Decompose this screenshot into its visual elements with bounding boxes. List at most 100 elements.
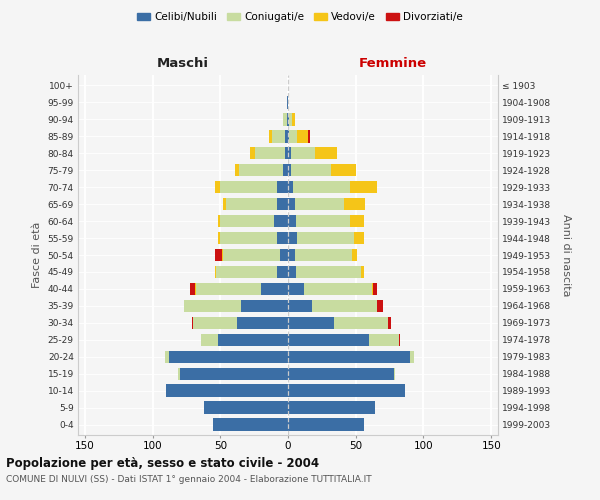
Bar: [220, 180, 277, 194]
Bar: [179, 368, 288, 380]
Bar: [288, 164, 291, 176]
Bar: [184, 300, 241, 312]
Bar: [350, 214, 364, 228]
Bar: [288, 266, 296, 278]
Bar: [288, 384, 404, 397]
Bar: [269, 130, 272, 142]
Bar: [192, 316, 193, 330]
Bar: [190, 282, 194, 296]
Bar: [372, 282, 373, 296]
Bar: [295, 248, 352, 262]
Bar: [178, 368, 179, 380]
Bar: [223, 198, 226, 210]
Bar: [285, 146, 288, 160]
Bar: [293, 180, 350, 194]
Bar: [288, 282, 304, 296]
Bar: [169, 350, 288, 364]
Bar: [239, 164, 283, 176]
Bar: [194, 282, 196, 296]
Bar: [256, 146, 285, 160]
Text: Popolazione per età, sesso e stato civile - 2004: Popolazione per età, sesso e stato civil…: [6, 458, 319, 470]
Bar: [291, 164, 331, 176]
Bar: [350, 180, 377, 194]
Bar: [165, 350, 169, 364]
Bar: [296, 266, 361, 278]
Bar: [218, 232, 220, 244]
Bar: [289, 113, 292, 126]
Bar: [277, 232, 288, 244]
Bar: [355, 232, 364, 244]
Bar: [214, 418, 288, 431]
Bar: [292, 113, 295, 126]
Bar: [352, 248, 357, 262]
Bar: [221, 248, 223, 262]
Bar: [334, 316, 388, 330]
Text: COMUNE DI NULVI (SS) - Dati ISTAT 1° gennaio 2004 - Elaborazione TUTTITALIA.IT: COMUNE DI NULVI (SS) - Dati ISTAT 1° gen…: [6, 475, 371, 484]
Bar: [288, 146, 291, 160]
Bar: [377, 300, 383, 312]
Bar: [369, 334, 399, 346]
Bar: [308, 130, 310, 142]
Bar: [288, 198, 295, 210]
Bar: [344, 198, 365, 210]
Bar: [289, 130, 298, 142]
Bar: [291, 146, 315, 160]
Bar: [283, 113, 287, 126]
Bar: [218, 214, 220, 228]
Bar: [288, 316, 334, 330]
Bar: [274, 214, 288, 228]
Bar: [220, 232, 277, 244]
Bar: [410, 350, 414, 364]
Bar: [295, 198, 344, 210]
Bar: [241, 300, 288, 312]
Bar: [215, 248, 221, 262]
Bar: [315, 146, 337, 160]
Bar: [216, 266, 277, 278]
Bar: [261, 282, 288, 296]
Bar: [204, 402, 288, 414]
Bar: [277, 266, 288, 278]
Text: Femmine: Femmine: [359, 57, 427, 70]
Bar: [399, 334, 400, 346]
Bar: [394, 368, 395, 380]
Bar: [272, 130, 285, 142]
Bar: [313, 300, 377, 312]
Bar: [288, 418, 364, 431]
Bar: [288, 248, 295, 262]
Bar: [226, 198, 277, 210]
Bar: [288, 402, 375, 414]
Bar: [298, 232, 355, 244]
Bar: [288, 300, 313, 312]
Y-axis label: Fasce di età: Fasce di età: [32, 222, 42, 288]
Legend: Celibi/Nubili, Coniugati/e, Vedovi/e, Divorziati/e: Celibi/Nubili, Coniugati/e, Vedovi/e, Di…: [133, 8, 467, 26]
Text: Maschi: Maschi: [157, 57, 209, 70]
Bar: [235, 164, 239, 176]
Bar: [250, 146, 256, 160]
Bar: [196, 282, 261, 296]
Bar: [166, 384, 288, 397]
Bar: [285, 130, 288, 142]
Bar: [220, 214, 274, 228]
Bar: [288, 232, 298, 244]
Bar: [288, 350, 410, 364]
Bar: [236, 316, 288, 330]
Bar: [277, 180, 288, 194]
Bar: [288, 368, 394, 380]
Bar: [283, 164, 288, 176]
Bar: [215, 266, 216, 278]
Bar: [361, 266, 364, 278]
Bar: [215, 180, 220, 194]
Bar: [288, 180, 293, 194]
Bar: [201, 334, 218, 346]
Bar: [277, 198, 288, 210]
Bar: [218, 334, 288, 346]
Bar: [388, 316, 391, 330]
Bar: [287, 113, 288, 126]
Bar: [288, 113, 289, 126]
Bar: [288, 130, 289, 142]
Bar: [193, 316, 236, 330]
Y-axis label: Anni di nascita: Anni di nascita: [561, 214, 571, 296]
Bar: [373, 282, 377, 296]
Bar: [280, 248, 288, 262]
Bar: [288, 334, 369, 346]
